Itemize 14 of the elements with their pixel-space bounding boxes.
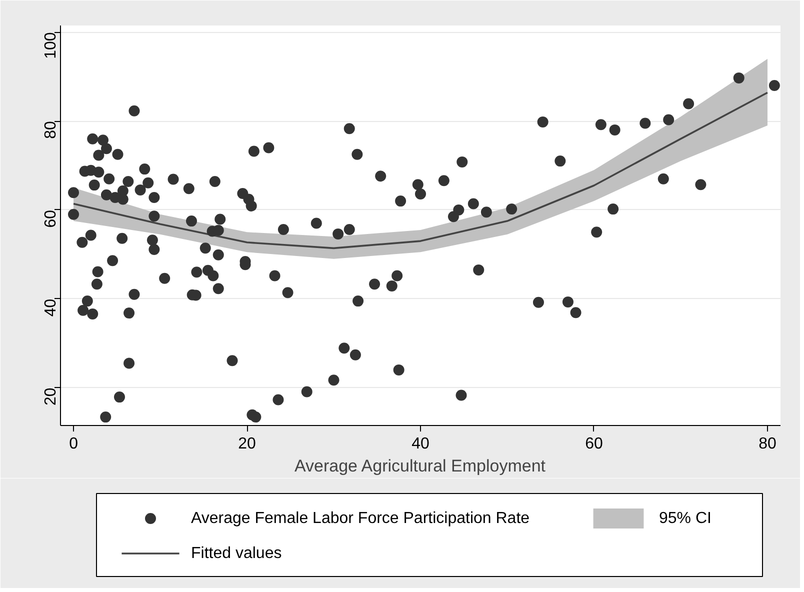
y-tick-label: 80 xyxy=(42,120,60,139)
x-tick-label: 20 xyxy=(238,436,256,452)
y-tick-label: 100 xyxy=(42,32,60,59)
legend-label: Fitted values xyxy=(191,545,282,562)
x-tick-label: 60 xyxy=(585,436,603,452)
y-tick-label: 40 xyxy=(42,298,60,317)
x-tick-label: 80 xyxy=(758,436,776,452)
x-tick-label: 0 xyxy=(69,436,78,452)
x-tick-label: 40 xyxy=(412,436,430,452)
legend-label: 95% CI xyxy=(659,510,712,527)
y-tick-label: 20 xyxy=(42,388,60,406)
x-axis-title: Average Agricultural Employment xyxy=(294,456,546,476)
y-tick-label: 60 xyxy=(42,210,60,228)
legend-label: Average Female Labor Force Participation Rate xyxy=(191,510,530,527)
